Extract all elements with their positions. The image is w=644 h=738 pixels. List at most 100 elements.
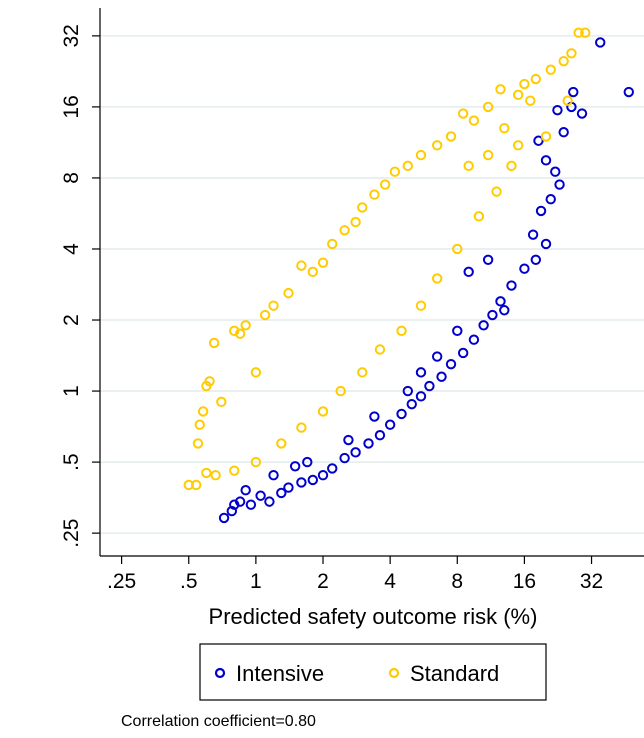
- point-standard: [580, 27, 591, 38]
- point-standard: [558, 55, 569, 67]
- y-tick-label: 4: [60, 243, 83, 255]
- point-standard: [201, 467, 212, 479]
- legend: Intensive Standard: [199, 643, 547, 701]
- point-intensive: [396, 408, 407, 420]
- x-tick-label: 1: [250, 570, 262, 593]
- point-intensive: [527, 229, 539, 240]
- point-standard: [431, 140, 443, 151]
- grid-lines: [100, 35, 644, 534]
- point-standard: [396, 325, 407, 337]
- point-intensive: [307, 474, 319, 486]
- point-standard: [296, 260, 307, 271]
- point-standard: [276, 438, 287, 449]
- y-tick-label: 2: [60, 314, 83, 326]
- point-standard: [296, 422, 307, 433]
- point-standard: [369, 189, 380, 200]
- point-intensive: [445, 358, 457, 370]
- point-standard: [374, 344, 386, 355]
- point-standard: [415, 300, 427, 311]
- x-tick-label: .5: [180, 570, 198, 593]
- legend-marker-intensive: [214, 667, 226, 679]
- point-intensive: [255, 490, 266, 501]
- x-tick-label: 4: [384, 570, 396, 593]
- point-standard: [216, 396, 227, 408]
- point-standard: [512, 140, 524, 151]
- point-intensive: [406, 398, 417, 410]
- point-intensive: [283, 482, 294, 493]
- point-standard: [229, 465, 240, 476]
- x-tick-label: 32: [580, 570, 603, 593]
- tick-labels: .25 .5 1 2 4 8 16 32 .25 .5 1 2 4 8 16 32: [60, 24, 603, 593]
- point-intensive: [487, 309, 498, 321]
- point-standard: [482, 149, 494, 161]
- point-intensive: [452, 325, 463, 337]
- point-intensive: [276, 487, 287, 499]
- x-tick-label: 2: [317, 570, 329, 593]
- point-standard: [491, 186, 502, 197]
- y-tick-label: 32: [60, 24, 83, 47]
- point-intensive: [457, 347, 469, 359]
- point-standard: [473, 211, 485, 222]
- point-standard: [190, 479, 202, 491]
- point-intensive: [350, 447, 361, 458]
- point-intensive: [519, 263, 530, 274]
- correlation-note: Correlation coefficient=0.80: [121, 713, 316, 730]
- point-intensive: [268, 469, 279, 481]
- point-standard: [229, 325, 240, 337]
- point-standard: [192, 438, 204, 449]
- point-intensive: [554, 179, 565, 190]
- point-intensive: [550, 166, 561, 177]
- point-intensive: [478, 320, 489, 331]
- point-standard: [566, 48, 577, 59]
- y-tick-label: 16: [60, 95, 83, 118]
- point-standard: [250, 367, 262, 378]
- point-intensive: [226, 505, 238, 517]
- point-standard: [482, 101, 494, 113]
- point-intensive: [339, 452, 350, 464]
- point-standard: [259, 309, 271, 321]
- point-intensive: [369, 411, 380, 422]
- point-intensive: [289, 461, 301, 472]
- point-standard: [197, 406, 209, 417]
- point-standard: [357, 367, 368, 378]
- point-intensive: [540, 155, 552, 166]
- point-standard: [208, 337, 220, 349]
- point-intensive: [495, 296, 506, 307]
- point-intensive: [533, 135, 544, 146]
- point-standard: [317, 406, 329, 417]
- point-intensive: [499, 305, 510, 316]
- y-tick-label: 1: [60, 385, 83, 397]
- x-tick-label: .25: [107, 570, 136, 593]
- x-tick-label: 8: [451, 570, 463, 593]
- point-standard: [519, 78, 530, 90]
- point-intensive: [545, 194, 556, 205]
- point-standard: [307, 266, 319, 278]
- point-standard: [495, 84, 506, 95]
- point-standard: [512, 89, 524, 101]
- point-intensive: [245, 499, 257, 510]
- point-standard: [204, 376, 215, 387]
- point-intensive: [468, 334, 480, 345]
- point-standard: [452, 243, 463, 255]
- point-standard: [389, 166, 401, 177]
- point-standard: [268, 300, 279, 311]
- legend-label-standard: Standard: [410, 661, 499, 686]
- point-intensive: [229, 499, 240, 510]
- legend-label-intensive: Intensive: [236, 661, 324, 686]
- data-points: [183, 27, 634, 524]
- y-tick-label: .25: [60, 519, 83, 548]
- point-intensive: [552, 104, 563, 116]
- point-standard: [335, 385, 346, 397]
- point-intensive: [535, 205, 547, 217]
- point-intensive: [363, 438, 374, 449]
- point-standard: [573, 27, 584, 38]
- point-standard: [463, 160, 474, 172]
- point-intensive: [463, 266, 474, 278]
- point-standard: [240, 320, 251, 331]
- point-standard: [402, 160, 414, 172]
- point-standard: [431, 273, 443, 284]
- point-intensive: [431, 351, 443, 362]
- point-standard: [250, 456, 262, 468]
- point-intensive: [343, 434, 354, 446]
